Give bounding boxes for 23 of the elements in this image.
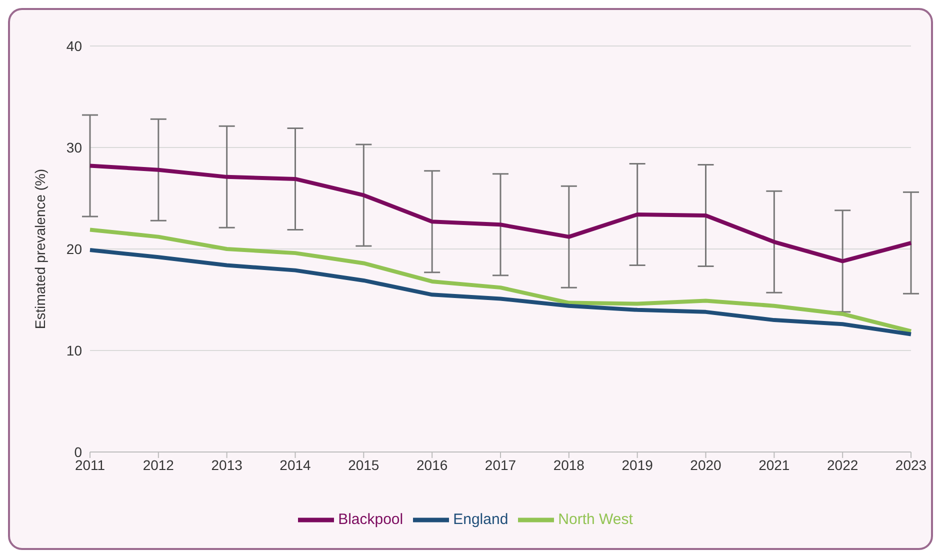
legend-label: North West: [558, 510, 633, 528]
y-tick-label: 30: [66, 139, 82, 156]
x-tick-label: 2019: [622, 456, 654, 473]
legend-label: England: [453, 510, 508, 528]
line-series: [88, 164, 913, 264]
y-tick-label: 20: [66, 240, 82, 257]
x-tick-label: 2012: [142, 456, 174, 473]
x-tick-label: 2013: [211, 456, 243, 473]
y-tick-label: 40: [66, 38, 82, 54]
x-tick-label: 2023: [895, 456, 927, 473]
legend-label: Blackpool: [338, 510, 404, 528]
x-tick-label: 2017: [484, 456, 516, 473]
x-tick-label: 2020: [690, 456, 722, 473]
line-series: [88, 248, 913, 336]
x-tick-label: 2014: [280, 456, 312, 473]
x-tick-label: 2021: [758, 456, 790, 473]
y-tick-label: 10: [66, 342, 82, 358]
x-tick-label: 2016: [416, 456, 448, 473]
x-tick-label: 2018: [553, 456, 585, 473]
y-axis-title: Estimated prevalence (%): [32, 168, 48, 330]
x-tick-label: 2015: [348, 456, 380, 473]
line-series: [88, 228, 913, 334]
x-tick-label: 2022: [827, 456, 858, 473]
